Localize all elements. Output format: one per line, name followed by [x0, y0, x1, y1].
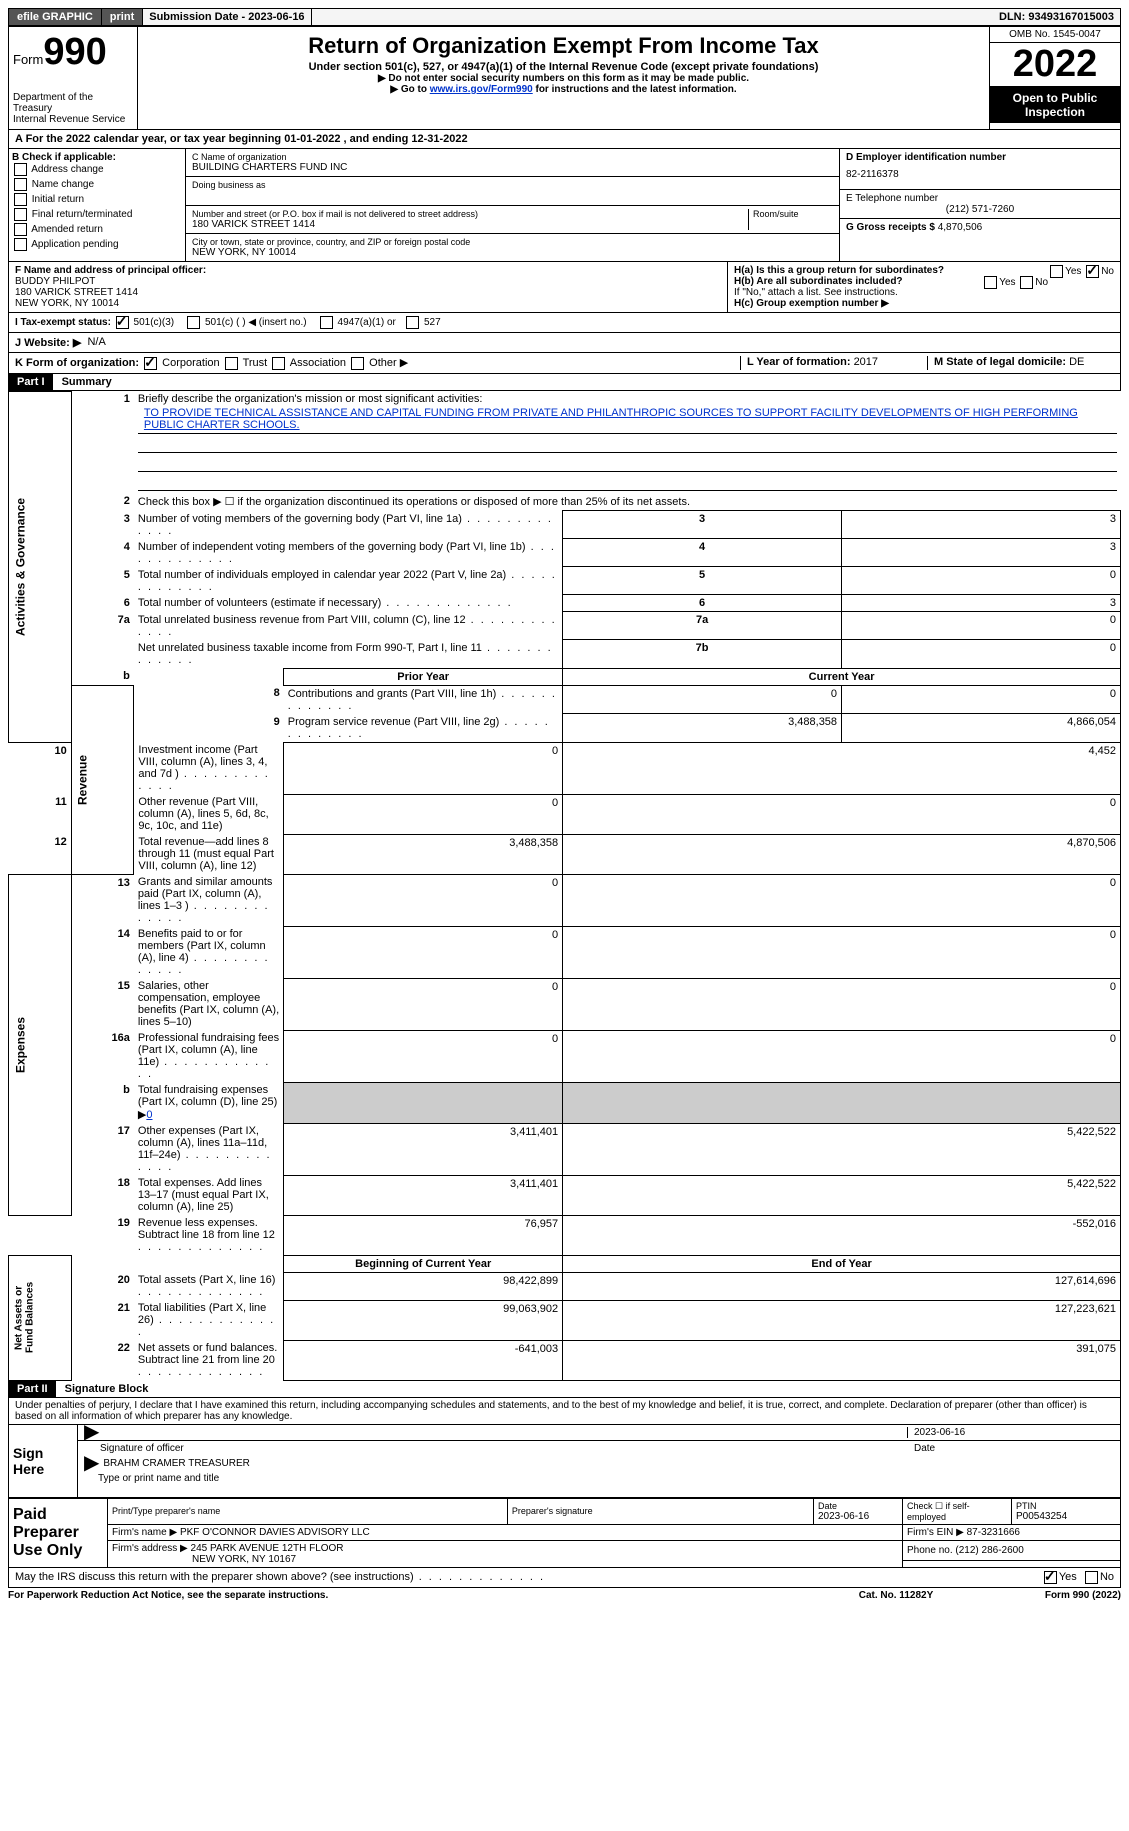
note-ssn: ▶ Do not enter social security numbers o… [142, 73, 985, 84]
line-klm: K Form of organization: Corporation Trus… [8, 353, 1121, 374]
summary-table: Activities & Governance 1 Briefly descri… [8, 391, 1121, 1381]
penalty-text: Under penalties of perjury, I declare th… [8, 1398, 1121, 1425]
form-header: Form990 Department of the Treasury Inter… [8, 26, 1121, 130]
efile-btn[interactable]: efile GRAPHIC [9, 9, 102, 25]
gross-receipts: 4,870,506 [938, 222, 983, 233]
org-address: 180 VARICK STREET 1414 [192, 219, 748, 230]
vlabel-netassets: Net Assets or Fund Balances [9, 1255, 72, 1380]
page-footer: For Paperwork Reduction Act Notice, see … [8, 1588, 1121, 1601]
discuss-line: May the IRS discuss this return with the… [8, 1568, 1121, 1588]
dln: DLN: 93493167015003 [993, 9, 1120, 25]
section-i: I Tax-exempt status: 501(c)(3) 501(c) ( … [8, 313, 1121, 333]
b-title: B Check if applicable: [12, 152, 182, 163]
mission-text: TO PROVIDE TECHNICAL ASSISTANCE AND CAPI… [138, 405, 1117, 434]
submission-date: Submission Date - 2023-06-16 [143, 9, 311, 25]
org-city: NEW YORK, NY 10014 [192, 247, 833, 258]
paid-preparer-block: Paid Preparer Use Only Print/Type prepar… [8, 1498, 1121, 1568]
part1-header: Part I Summary [8, 374, 1121, 391]
part2-header: Part II Signature Block [8, 1381, 1121, 1398]
vlabel-expenses: Expenses [9, 874, 72, 1215]
form-subtitle: Under section 501(c), 527, or 4947(a)(1)… [142, 61, 985, 73]
org-name: BUILDING CHARTERS FUND INC [192, 162, 833, 173]
section-bcd: B Check if applicable: Address change Na… [8, 149, 1121, 262]
omb: OMB No. 1545-0047 [990, 27, 1120, 42]
note-link: ▶ Go to www.irs.gov/Form990 for instruct… [142, 84, 985, 95]
section-fh: F Name and address of principal officer:… [8, 262, 1121, 313]
sign-here-block: Sign Here ▶ 2023-06-16 Signature of offi… [8, 1425, 1121, 1498]
vlabel-activities: Activities & Governance [9, 391, 72, 742]
vlabel-revenue: Revenue [71, 685, 134, 874]
print-btn[interactable]: print [102, 9, 143, 25]
line-j: J Website: ▶ N/A [8, 333, 1121, 353]
phone: (212) 571-7260 [846, 204, 1114, 215]
irs-link[interactable]: www.irs.gov/Form990 [430, 84, 533, 95]
officer-name: BUDDY PHILPOT [15, 276, 721, 287]
form-title: Return of Organization Exempt From Incom… [142, 33, 985, 59]
open-public: Open to Public Inspection [990, 87, 1120, 123]
top-bar: efile GRAPHIC print Submission Date - 20… [8, 8, 1121, 26]
line-a: A For the 2022 calendar year, or tax yea… [8, 130, 1121, 149]
dept-label: Department of the Treasury Internal Reve… [13, 92, 133, 125]
ein: 82-2116378 [846, 163, 1114, 186]
tax-year: 2022 [990, 42, 1120, 87]
